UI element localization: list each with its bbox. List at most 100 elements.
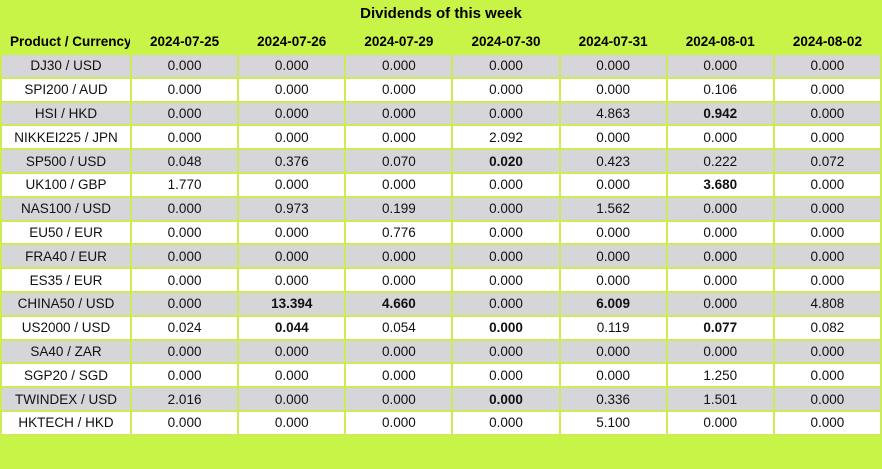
dividend-value-cell: 0.000 — [129, 100, 240, 127]
dividend-value-cell: 5.100 — [558, 409, 668, 436]
table-row: FRA40 / EUR 0.000 0.000 0.000 0.000 0.000 0.00… — [0, 243, 882, 270]
dividend-value-cell: 0.000 — [451, 362, 561, 389]
table-row: NAS100 / USD 0.000 0.973 0.199 0.000 1.562 0.0… — [0, 195, 882, 222]
table-row: SP500 / USD 0.048 0.376 0.070 0.020 0.423 0.22… — [0, 148, 882, 174]
product-cell: HKTECH / HKD — [0, 409, 132, 436]
table-row: US2000 / USD 0.024 0.044 0.054 0.000 0.119 0.0… — [0, 314, 882, 341]
dividend-value-cell: 0.000 — [344, 53, 454, 79]
dividend-value-cell: 0.000 — [558, 219, 668, 246]
dividend-value-cell: 0.000 — [237, 338, 347, 365]
dividend-value-cell: 0.199 — [344, 195, 454, 222]
dividend-value-cell: 0.000 — [772, 171, 882, 198]
dividend-value-cell: 0.000 — [344, 362, 454, 389]
dividend-value-cell: 0.000 — [129, 362, 240, 389]
column-header-date-4: 2024-07-30 — [451, 28, 561, 55]
dividend-value-cell: 0.000 — [344, 409, 454, 436]
table-row: SGP20 / SGD 0.000 0.000 0.000 0.000 0.000 1.25… — [0, 362, 882, 389]
dividend-value-cell: 0.119 — [558, 314, 668, 341]
dividend-value-cell: 4.863 — [558, 100, 668, 127]
dividend-value-cell: 0.000 — [772, 53, 882, 79]
dividend-value-cell: 0.106 — [665, 76, 775, 103]
dividend-value-cell: 0.020 — [451, 148, 561, 174]
dividend-value-cell: 0.000 — [237, 100, 347, 127]
dividend-value-cell: 0.942 — [665, 100, 775, 127]
dividend-value-cell: 0.000 — [772, 243, 882, 270]
dividend-value-cell: 0.000 — [451, 76, 561, 103]
dividend-value-cell: 0.077 — [665, 314, 775, 341]
table-row: UK100 / GBP 1.770 0.000 0.000 0.000 0.000 3.68… — [0, 171, 882, 198]
dividend-value-cell: 0.000 — [237, 171, 347, 198]
dividend-value-cell: 1.770 — [129, 171, 240, 198]
table-row: HSI / HKD 0.000 0.000 0.000 0.000 4.863 0.942 0… — [0, 100, 882, 127]
column-header-date-3: 2024-07-29 — [344, 28, 454, 55]
dividend-value-cell: 0.000 — [129, 124, 240, 151]
dividend-value-cell: 0.000 — [451, 53, 561, 79]
dividend-value-cell: 0.070 — [344, 148, 454, 174]
product-cell: NAS100 / USD — [0, 195, 132, 222]
dividend-value-cell: 0.082 — [772, 314, 882, 341]
dividend-value-cell: 0.000 — [772, 362, 882, 389]
product-cell: UK100 / GBP — [0, 171, 132, 198]
dividend-value-cell: 0.000 — [558, 76, 668, 103]
column-header-date-7: 2024-08-02 — [772, 28, 882, 55]
dividend-value-cell: 0.000 — [451, 314, 561, 341]
dividend-value-cell: 0.000 — [558, 267, 668, 293]
product-cell: SP500 / USD — [0, 148, 132, 174]
column-header-date-5: 2024-07-31 — [558, 28, 668, 55]
dividend-value-cell: 0.000 — [344, 386, 454, 412]
dividend-value-cell: 0.000 — [558, 124, 668, 151]
dividend-value-cell: 0.054 — [344, 314, 454, 341]
dividend-value-cell: 0.000 — [344, 124, 454, 151]
dividend-value-cell: 2.016 — [129, 386, 240, 412]
table-row: CHINA50 / USD 0.000 13.394 4.660 0.000 6.009 0… — [0, 290, 882, 317]
table-row: ES35 / EUR 0.000 0.000 0.000 0.000 0.000 0.000… — [0, 267, 882, 293]
dividend-value-cell: 0.000 — [558, 338, 668, 365]
dividend-value-cell: 0.000 — [558, 53, 668, 79]
table-row: DJ30 / USD 0.000 0.000 0.000 0.000 0.000 0.000… — [0, 53, 882, 79]
dividend-value-cell: 0.000 — [451, 171, 561, 198]
product-cell: US2000 / USD — [0, 314, 132, 341]
dividend-value-cell: 0.000 — [451, 243, 561, 270]
dividend-value-cell: 0.000 — [665, 243, 775, 270]
dividend-value-cell: 0.000 — [665, 124, 775, 151]
dividend-value-cell: 0.973 — [237, 195, 347, 222]
table-row: HKTECH / HKD 0.000 0.000 0.000 0.000 5.100 0.0… — [0, 409, 882, 436]
dividend-value-cell: 0.000 — [129, 219, 240, 246]
product-cell: CHINA50 / USD — [0, 290, 132, 317]
dividend-value-cell: 0.000 — [772, 338, 882, 365]
dividend-value-cell: 0.000 — [451, 290, 561, 317]
dividend-value-cell: 0.000 — [344, 171, 454, 198]
product-cell: HSI / HKD — [0, 100, 132, 127]
dividend-value-cell: 3.680 — [665, 171, 775, 198]
dividend-value-cell: 0.000 — [558, 362, 668, 389]
dividend-value-cell: 0.000 — [237, 267, 347, 293]
dividend-value-cell: 0.000 — [772, 219, 882, 246]
dividend-value-cell: 0.000 — [129, 76, 240, 103]
product-cell: SGP20 / SGD — [0, 362, 132, 389]
dividend-value-cell: 0.000 — [665, 219, 775, 246]
product-cell: ES35 / EUR — [0, 267, 132, 293]
dividend-value-cell: 0.000 — [129, 195, 240, 222]
product-cell: EU50 / EUR — [0, 219, 132, 246]
dividend-value-cell: 0.000 — [451, 338, 561, 365]
dividend-value-cell: 6.009 — [558, 290, 668, 317]
dividend-value-cell: 0.000 — [558, 243, 668, 270]
dividend-value-cell: 0.044 — [237, 314, 347, 341]
dividend-value-cell: 0.336 — [558, 386, 668, 412]
dividend-value-cell: 0.000 — [237, 219, 347, 246]
dividend-value-cell: 0.376 — [237, 148, 347, 174]
dividend-value-cell: 0.776 — [344, 219, 454, 246]
product-cell: SPI200 / AUD — [0, 76, 132, 103]
dividend-value-cell: 0.000 — [665, 195, 775, 222]
column-header-product: Product / Currency — [0, 28, 132, 55]
dividend-value-cell: 0.000 — [772, 100, 882, 127]
table-row: NIKKEI225 / JPN 0.000 0.000 0.000 2.092 0.000… — [0, 124, 882, 151]
table-row: EU50 / EUR 0.000 0.000 0.776 0.000 0.000 0.000… — [0, 219, 882, 246]
dividend-value-cell: 4.808 — [772, 290, 882, 317]
product-cell: DJ30 / USD — [0, 53, 132, 79]
dividend-value-cell: 0.000 — [237, 76, 347, 103]
dividend-value-cell: 0.000 — [237, 124, 347, 151]
product-cell: FRA40 / EUR — [0, 243, 132, 270]
dividend-value-cell: 0.000 — [129, 338, 240, 365]
dividend-value-cell: 2.092 — [451, 124, 561, 151]
